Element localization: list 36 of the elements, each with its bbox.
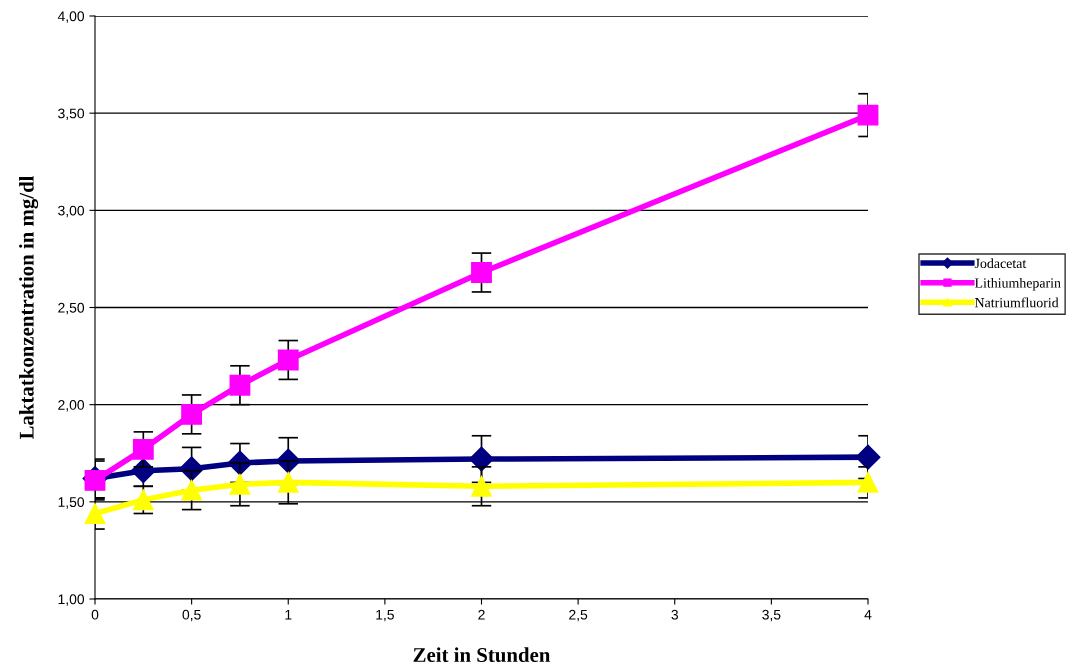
- point: [132, 438, 154, 460]
- x-tick-label: 2: [478, 609, 485, 620]
- x-axis-title: Zeit in Stunden: [413, 647, 551, 663]
- point: [855, 444, 881, 470]
- x-tick-label: 0,5: [182, 609, 201, 622]
- x-tick-label: 4: [864, 609, 872, 620]
- y-tick-label: 4,00: [57, 11, 85, 23]
- x-tick-label: 1,5: [376, 609, 394, 622]
- x-tick-label: 1: [285, 609, 292, 620]
- y-tick-label: 2,00: [58, 400, 85, 412]
- x-tick-label: 3,5: [762, 609, 781, 622]
- point: [84, 470, 106, 491]
- point: [229, 473, 251, 495]
- y-tick-label: 3,50: [58, 108, 85, 120]
- point: [857, 104, 879, 126]
- y-tick-label: 2,50: [58, 302, 85, 315]
- y-axis-title: Laktatkonzentration in mg/dl: [19, 175, 39, 440]
- y-tick-label: 1,00: [58, 594, 85, 606]
- point: [84, 503, 106, 524]
- point: [857, 471, 879, 493]
- point: [277, 349, 299, 371]
- legend-label: Jodacetat: [974, 258, 1027, 269]
- x-tick-label: 3: [671, 609, 678, 620]
- point: [277, 471, 299, 493]
- x-tick-label: 0: [91, 609, 99, 620]
- y-tick-label: 3,00: [58, 205, 85, 218]
- point: [469, 446, 494, 472]
- point: [229, 374, 251, 396]
- point: [181, 403, 203, 425]
- x-tick-label: 2,5: [569, 609, 588, 622]
- y-tick-label: 1,50: [58, 497, 85, 509]
- point: [471, 475, 492, 497]
- point: [471, 262, 492, 283]
- legend-label: Natriumfluorid: [974, 297, 1059, 308]
- legend-label: Lithiumheparin: [974, 277, 1061, 291]
- point: [181, 479, 203, 501]
